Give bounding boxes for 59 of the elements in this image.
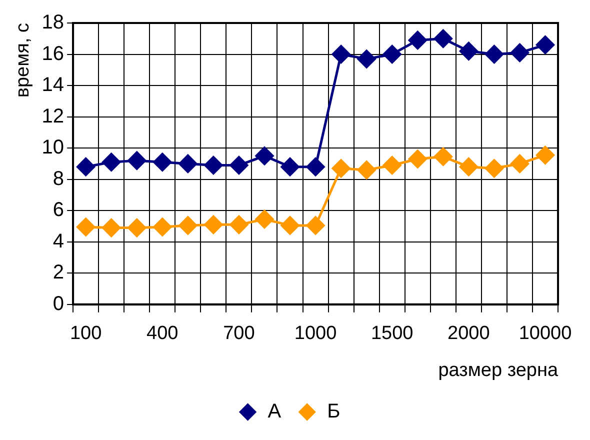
point bbox=[102, 218, 121, 238]
point bbox=[459, 42, 478, 60]
point bbox=[76, 218, 96, 236]
point bbox=[255, 210, 274, 228]
x-tick-label: 1500 bbox=[370, 323, 414, 344]
point bbox=[382, 156, 402, 175]
x-tick-label: 700 bbox=[223, 323, 255, 344]
point bbox=[434, 147, 452, 166]
y-tick-label: 0 bbox=[52, 292, 64, 315]
y-tick-label: 14 bbox=[42, 74, 64, 96]
point bbox=[230, 215, 248, 234]
point bbox=[434, 29, 452, 48]
point bbox=[408, 30, 427, 50]
point bbox=[382, 45, 402, 64]
y-tick-label: 12 bbox=[42, 105, 64, 128]
point bbox=[332, 159, 350, 178]
point bbox=[153, 218, 172, 236]
point bbox=[128, 218, 146, 238]
point bbox=[76, 158, 96, 176]
point bbox=[459, 158, 478, 176]
point bbox=[204, 156, 223, 175]
x-tick-label: 1000 bbox=[294, 323, 337, 344]
point bbox=[102, 152, 121, 172]
point bbox=[484, 45, 504, 64]
y-tick-label: 16 bbox=[42, 42, 64, 65]
point bbox=[230, 156, 248, 175]
y-tick-label: 4 bbox=[52, 230, 64, 252]
x-tick-label: 100 bbox=[70, 323, 102, 344]
point bbox=[408, 150, 427, 168]
y-tick-label: 10 bbox=[42, 136, 64, 159]
point bbox=[510, 154, 529, 173]
point bbox=[484, 159, 504, 178]
point bbox=[280, 158, 300, 176]
point bbox=[357, 50, 376, 68]
point bbox=[178, 216, 198, 235]
y-tick-label: 8 bbox=[52, 168, 64, 190]
y-axis-title: время, с bbox=[12, 23, 34, 98]
x-axis-title: размер зерна bbox=[438, 360, 558, 381]
point bbox=[153, 152, 172, 172]
y-tick-label: 2 bbox=[52, 262, 64, 284]
point bbox=[280, 216, 300, 235]
y-tick-label: 6 bbox=[52, 199, 64, 222]
point bbox=[178, 154, 198, 173]
point bbox=[510, 43, 529, 62]
point bbox=[306, 216, 325, 235]
point bbox=[536, 146, 555, 164]
point bbox=[357, 160, 376, 180]
point bbox=[306, 158, 325, 176]
legend-label: А bbox=[268, 400, 282, 423]
point bbox=[255, 146, 274, 166]
x-tick-label: 2000 bbox=[448, 323, 490, 344]
point bbox=[332, 45, 350, 64]
point bbox=[204, 215, 223, 234]
point bbox=[128, 151, 146, 170]
x-tick-label: 10000 bbox=[518, 323, 572, 344]
point bbox=[536, 36, 555, 54]
y-tick-label: 18 bbox=[42, 12, 64, 34]
legend-label: Б bbox=[327, 400, 340, 423]
x-tick-label: 400 bbox=[146, 323, 178, 344]
